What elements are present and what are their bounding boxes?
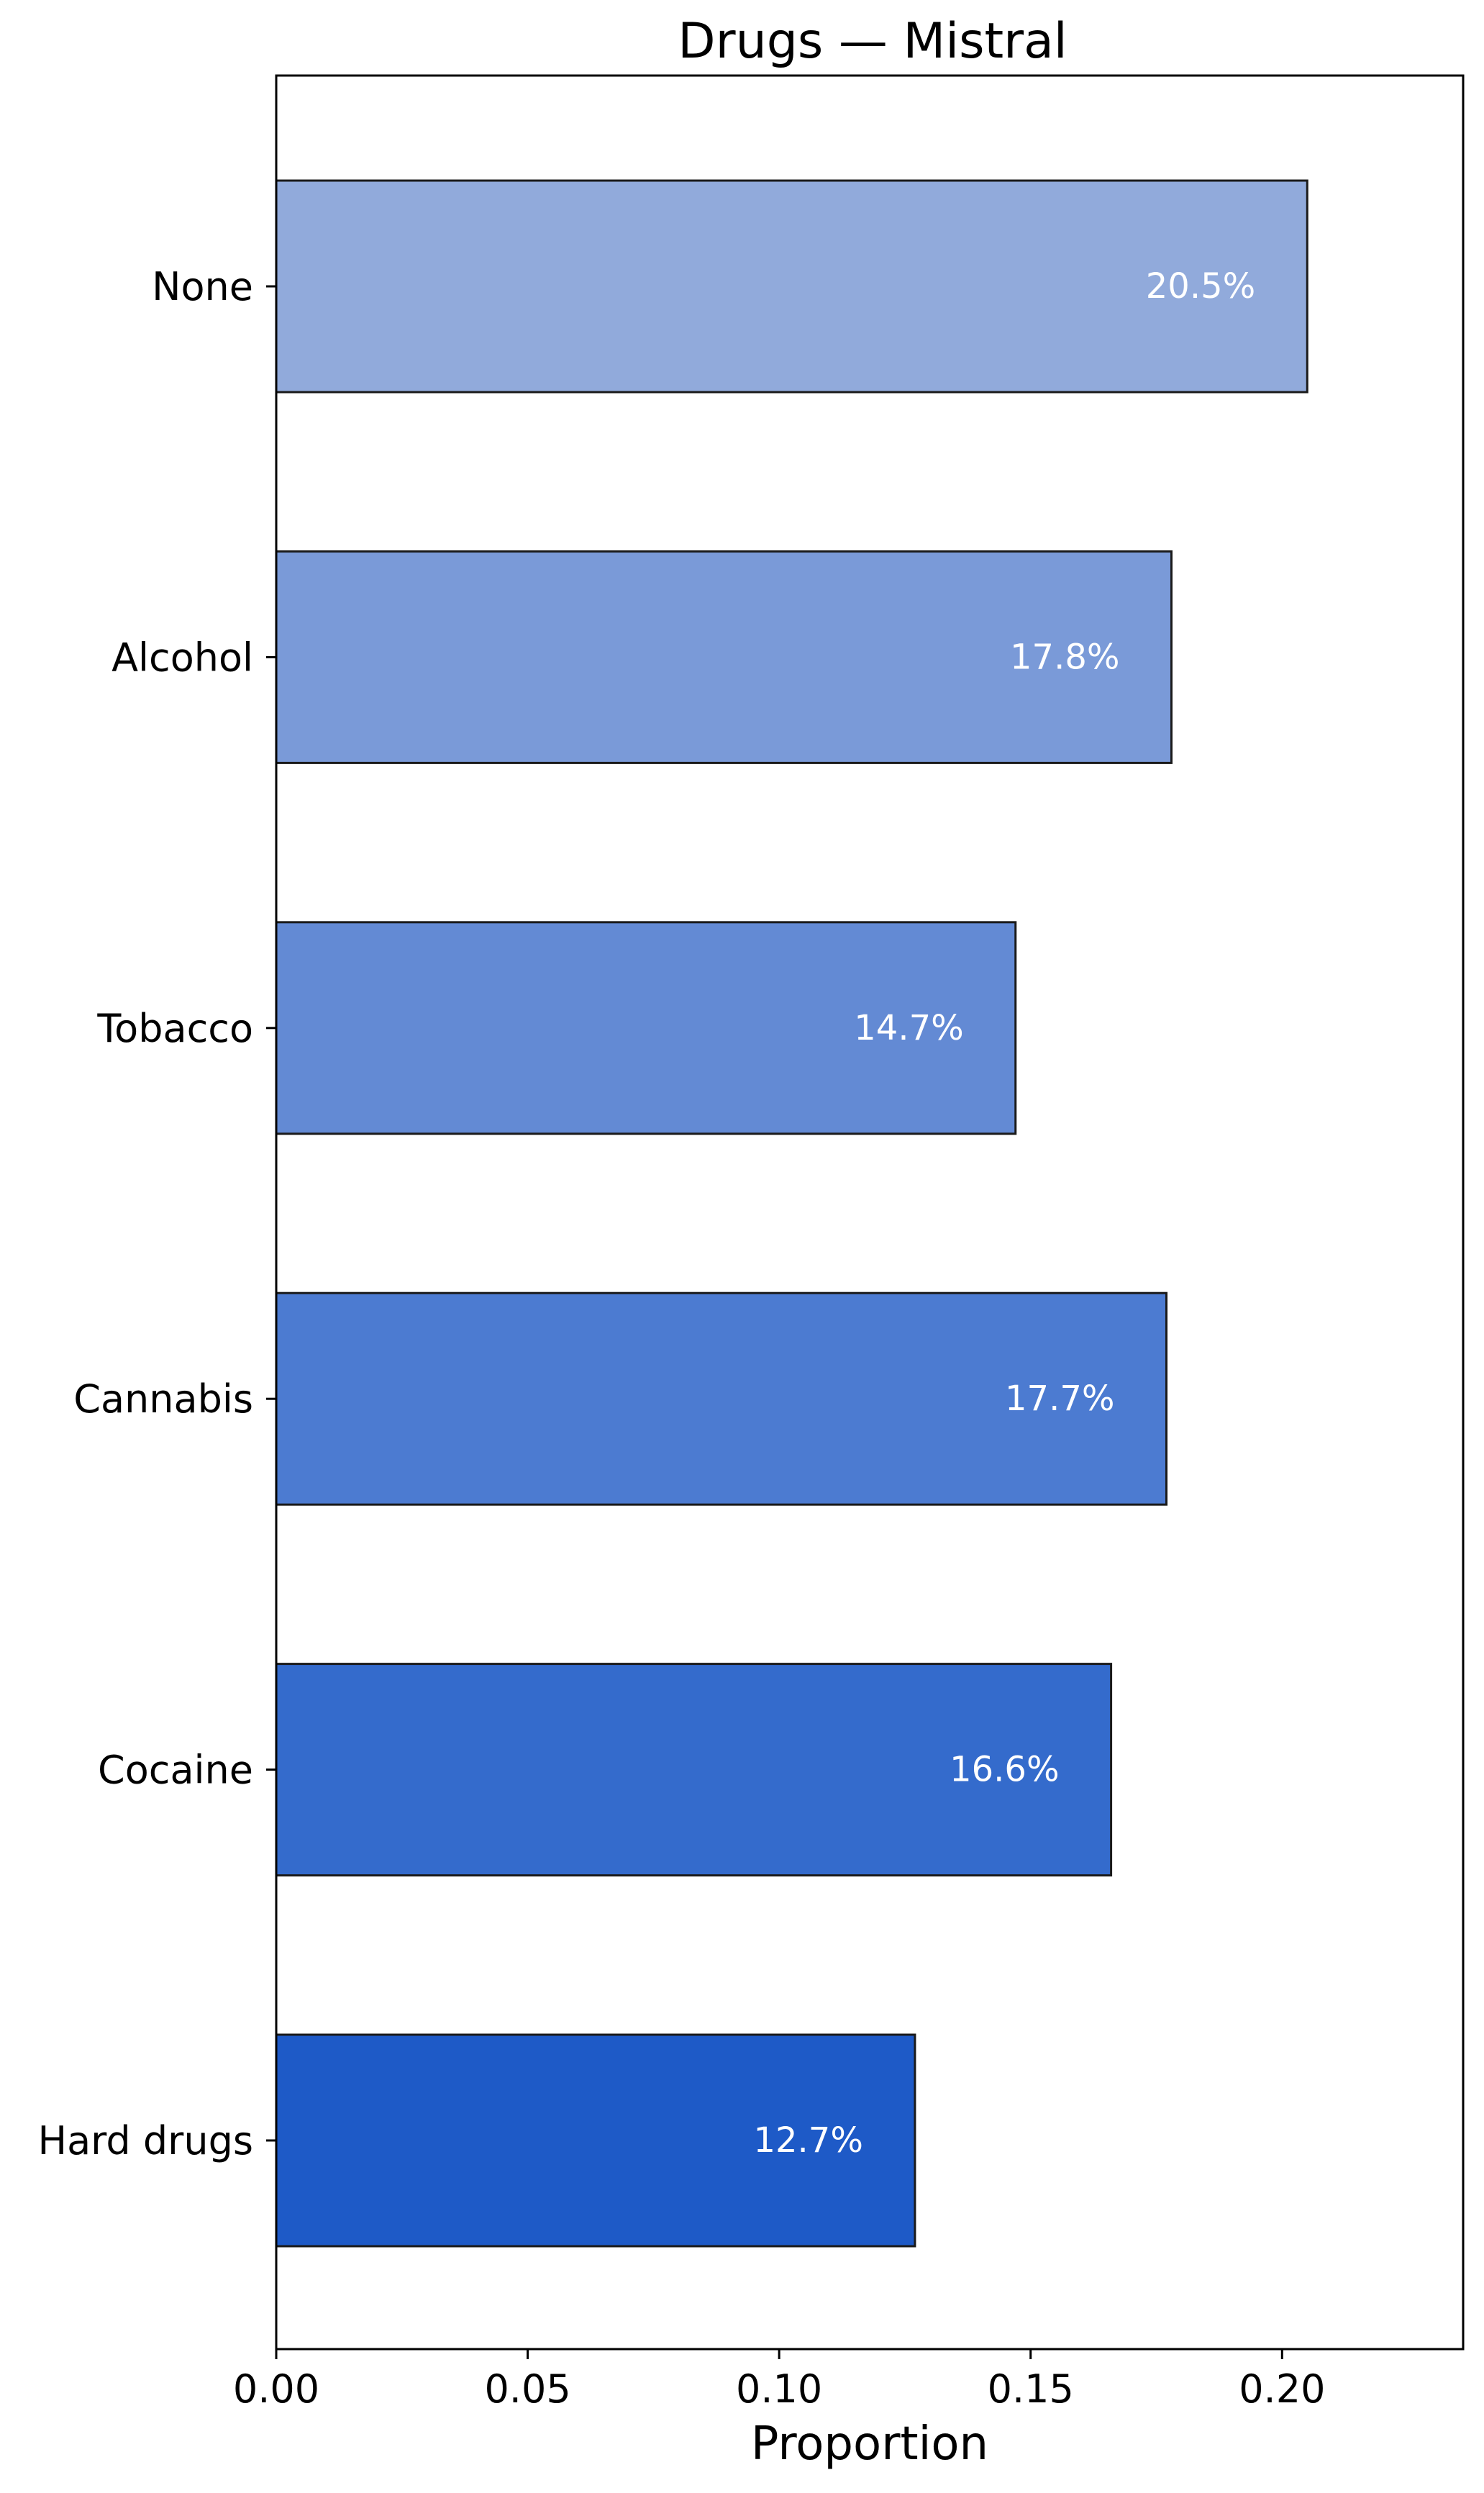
x-tick-label: 0.20 xyxy=(1239,2366,1325,2412)
y-axis: None Alcohol Tobacco Cannabis Cocaine Hard dr… xyxy=(37,264,276,2163)
bar-value-label: 17.7% xyxy=(1005,1379,1114,1419)
category-label: None xyxy=(152,264,253,309)
bar-value-label: 20.5% xyxy=(1146,266,1255,306)
bar-none xyxy=(275,179,1308,394)
bar-labels: 20.5% 17.8% 14.7% 17.7% 16.6% 12.7% xyxy=(753,266,1255,2161)
bar-hard-drugs xyxy=(275,2033,916,2248)
bar-cocaine xyxy=(275,1663,1113,1877)
x-tick-label: 0.15 xyxy=(988,2366,1074,2412)
category-label: Tobacco xyxy=(96,1006,253,1051)
x-tick-label: 0.05 xyxy=(484,2366,570,2412)
bar-tobacco xyxy=(275,921,1017,1135)
plot-frame xyxy=(275,74,1465,2351)
x-tick-label: 0.00 xyxy=(233,2366,319,2412)
bar-value-label: 17.8% xyxy=(1010,637,1119,677)
bar-value-label: 12.7% xyxy=(753,2120,862,2161)
bar-value-label: 14.7% xyxy=(854,1008,963,1048)
bar-cannabis xyxy=(275,1291,1167,1506)
x-tick-label: 0.10 xyxy=(736,2366,822,2412)
x-axis-label: Proportion xyxy=(751,2417,988,2471)
x-axis: 0.00 0.05 0.10 0.15 0.20 xyxy=(233,2349,1325,2412)
chart-title: Drugs — Mistral xyxy=(678,13,1067,70)
bar-value-label: 16.6% xyxy=(950,1750,1059,1790)
category-label: Hard drugs xyxy=(37,2118,253,2163)
category-label: Cocaine xyxy=(98,1748,253,1793)
category-label: Cannabis xyxy=(73,1376,253,1422)
category-label: Alcohol xyxy=(111,635,253,680)
bars xyxy=(275,179,1308,2248)
bar-alcohol xyxy=(275,550,1173,764)
